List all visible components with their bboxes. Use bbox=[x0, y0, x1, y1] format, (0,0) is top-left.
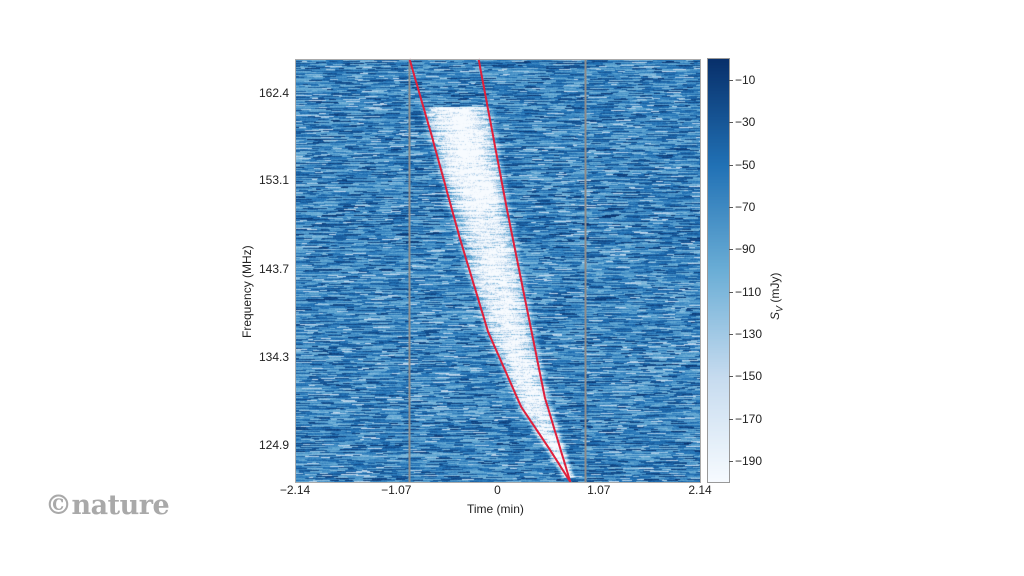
colorbar-tick-mark bbox=[729, 207, 733, 209]
colorbar-tick-mark bbox=[729, 376, 733, 378]
colorbar-tick-label: −10 bbox=[735, 73, 756, 88]
x-tick-label: 2.14 bbox=[688, 483, 712, 497]
colorbar-tick-mark bbox=[729, 164, 733, 166]
nature-logo: ©nature bbox=[45, 490, 170, 521]
y-tick-label: 134.3 bbox=[258, 349, 289, 364]
x-tick-label: −2.14 bbox=[279, 483, 311, 497]
colorbar-tick-mark bbox=[729, 122, 733, 124]
colorbar-tick-mark bbox=[729, 80, 733, 82]
colorbar-tick-mark bbox=[729, 291, 733, 293]
colorbar-tick-mark bbox=[729, 418, 733, 420]
colorbar-tick-label: −150 bbox=[735, 369, 763, 384]
colorbar-tick-label: −110 bbox=[735, 284, 762, 299]
colorbar-tick-label: −50 bbox=[735, 157, 756, 172]
dispersion-curve-left-curve bbox=[408, 58, 572, 483]
colorbar-tick-label: −90 bbox=[735, 242, 756, 257]
dynamic-spectrum-heatmap bbox=[295, 59, 700, 482]
plot-overlay bbox=[408, 58, 587, 483]
dispersion-curve-right-curve bbox=[477, 58, 572, 483]
x-tick-label: −1.07 bbox=[381, 483, 412, 497]
x-tick-label: 0 bbox=[494, 483, 501, 497]
colorbar-tick-label: −190 bbox=[735, 453, 763, 468]
colorbar-title-unit: (mJy) bbox=[768, 272, 782, 306]
colorbar-tick-mark bbox=[729, 249, 733, 251]
y-tick-label: 124.9 bbox=[258, 438, 289, 453]
y-tick-label: 143.7 bbox=[258, 261, 289, 276]
y-tick-label: 153.1 bbox=[258, 173, 289, 188]
colorbar-tick-mark bbox=[729, 333, 733, 335]
colorbar-tick-mark bbox=[729, 460, 733, 462]
colorbar-title: SV (mJy) bbox=[768, 273, 784, 320]
colorbar-title-sub: V bbox=[774, 305, 785, 312]
colorbar-tick-label: −170 bbox=[735, 411, 763, 426]
colorbar bbox=[707, 58, 730, 483]
y-tick-label: 162.4 bbox=[258, 85, 289, 100]
colorbar-tick-label: −130 bbox=[735, 326, 763, 341]
colorbar-title-main: S bbox=[768, 311, 782, 320]
colorbar-tick-label: −70 bbox=[735, 200, 756, 215]
colorbar-tick-label: −30 bbox=[735, 115, 756, 130]
x-tick-label: 1.07 bbox=[587, 483, 611, 497]
y-axis-title: Frequency (MHz) bbox=[240, 245, 254, 338]
x-axis-title: Time (min) bbox=[467, 502, 524, 516]
